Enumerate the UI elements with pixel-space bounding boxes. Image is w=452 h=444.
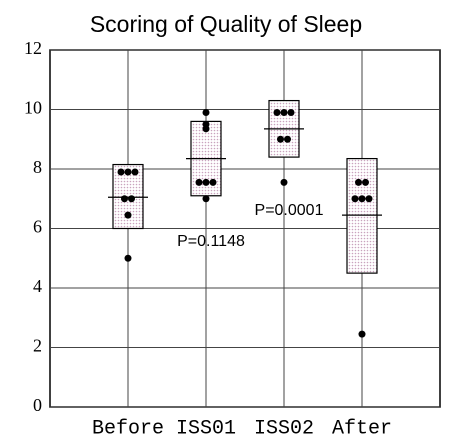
point bbox=[355, 178, 362, 186]
point bbox=[358, 195, 366, 203]
point bbox=[117, 168, 125, 176]
box bbox=[346, 157, 378, 274]
y-tick-label: 2 bbox=[33, 336, 42, 356]
point bbox=[124, 254, 132, 262]
point bbox=[277, 135, 284, 143]
point bbox=[280, 178, 288, 186]
point bbox=[280, 108, 288, 116]
x-tick-label: ISS01 bbox=[176, 417, 236, 440]
point bbox=[202, 108, 210, 116]
y-tick-label: 6 bbox=[33, 217, 42, 237]
point bbox=[124, 168, 132, 176]
chart-title: Scoring of Quality of Sleep bbox=[90, 11, 362, 37]
x-tick-label: ISS02 bbox=[254, 417, 314, 440]
y-tick-label: 10 bbox=[24, 98, 42, 118]
point bbox=[358, 330, 366, 338]
point bbox=[287, 108, 295, 116]
point bbox=[351, 195, 359, 203]
y-tick-label: 0 bbox=[33, 395, 42, 415]
point bbox=[195, 178, 203, 186]
point bbox=[124, 211, 132, 219]
point bbox=[121, 195, 128, 203]
point bbox=[202, 195, 210, 203]
x-tick-label: After bbox=[332, 417, 392, 440]
point bbox=[284, 135, 291, 143]
point bbox=[131, 168, 139, 176]
point bbox=[209, 178, 217, 186]
annotation: P=0.1148 bbox=[177, 233, 245, 250]
point bbox=[273, 108, 281, 116]
y-tick-label: 4 bbox=[33, 276, 42, 296]
y-tick-label: 12 bbox=[24, 38, 42, 58]
point bbox=[128, 195, 135, 203]
y-tick-label: 8 bbox=[33, 157, 42, 177]
annotation: P=0.0001 bbox=[255, 202, 324, 219]
point bbox=[202, 178, 210, 186]
point bbox=[365, 195, 373, 203]
point bbox=[202, 125, 210, 133]
x-tick-label: Before bbox=[92, 417, 164, 440]
point bbox=[362, 178, 369, 186]
